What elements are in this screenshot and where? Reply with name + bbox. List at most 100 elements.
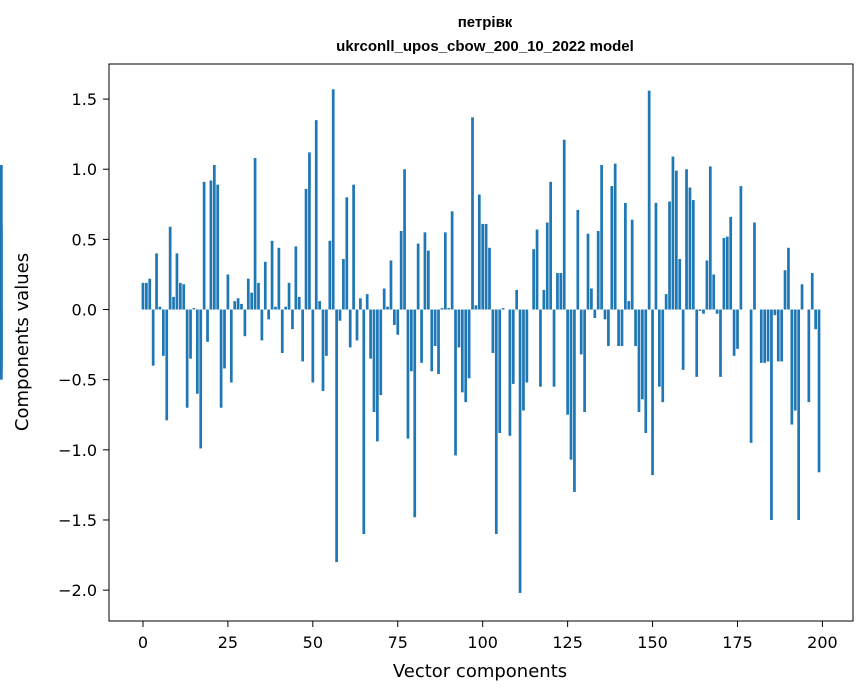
- bar: [607, 309, 610, 347]
- bar: [348, 309, 352, 348]
- bar: [192, 308, 196, 310]
- bar: [484, 223, 488, 310]
- bar: [657, 309, 661, 387]
- bar: [314, 120, 318, 310]
- y-tick-label: 0.0: [72, 301, 97, 320]
- y-tick-label: −2.0: [58, 581, 97, 600]
- bar: [600, 165, 603, 310]
- bar: [515, 289, 519, 310]
- bar: [253, 158, 257, 310]
- bar: [491, 309, 495, 354]
- bar: [722, 237, 726, 310]
- bar: [715, 309, 719, 314]
- bar: [389, 260, 393, 310]
- bar: [535, 229, 539, 310]
- bar: [185, 309, 189, 408]
- y-tick-label: 1.5: [72, 90, 97, 109]
- bar: [576, 209, 580, 310]
- y-axis-label: Components values: [12, 253, 33, 431]
- bar: [566, 309, 569, 415]
- bar: [776, 309, 780, 362]
- bar: [634, 309, 637, 347]
- bar: [155, 253, 158, 310]
- bar: [274, 306, 277, 310]
- bar: [481, 223, 485, 310]
- bar: [708, 166, 712, 310]
- bar: [413, 309, 417, 518]
- bar: [345, 197, 349, 310]
- bar: [447, 308, 451, 310]
- bar: [158, 306, 162, 310]
- bar: [331, 89, 335, 310]
- bar: [780, 309, 784, 362]
- x-tick-label: 125: [552, 633, 583, 652]
- bar: [355, 309, 359, 341]
- bar: [209, 180, 213, 310]
- bar: [287, 282, 291, 310]
- bar: [637, 309, 641, 412]
- bar: [817, 309, 821, 473]
- bar: [712, 274, 716, 310]
- chart-title: петрівк: [458, 14, 513, 31]
- bar: [654, 202, 658, 310]
- bar: [685, 169, 688, 310]
- bar: [522, 309, 525, 411]
- bar: [0, 309, 3, 372]
- bar: [464, 309, 468, 403]
- bar: [284, 306, 288, 310]
- bar: [729, 216, 733, 310]
- bar: [165, 309, 169, 421]
- bar: [202, 181, 206, 310]
- bar: [681, 309, 685, 370]
- bar: [386, 306, 389, 310]
- bar: [406, 309, 410, 439]
- bar: [372, 309, 376, 412]
- bar: [552, 309, 556, 387]
- bar: [770, 309, 773, 520]
- bar: [477, 194, 481, 310]
- bar: [678, 259, 682, 310]
- bar: [661, 309, 665, 403]
- bar: [488, 247, 491, 310]
- bar: [793, 309, 797, 411]
- x-tick-label: 150: [637, 633, 668, 652]
- y-axis: −2.0 −1.5 −1.0 −0.5 0.0 0.5 1.0 1.5: [58, 90, 109, 600]
- bar: [219, 309, 223, 408]
- bar: [226, 274, 230, 310]
- bar: [212, 165, 216, 310]
- bar: [433, 309, 437, 347]
- bar: [450, 211, 454, 310]
- bar: [501, 308, 505, 310]
- bar: [759, 309, 763, 363]
- chart-subtitle: ukrconll_upos_cbow_200_10_2022 model: [336, 38, 634, 55]
- bar: [297, 296, 301, 310]
- bar: [773, 309, 777, 316]
- bar: [664, 294, 668, 310]
- bar: [532, 249, 536, 310]
- bar: [627, 301, 631, 310]
- bar: [223, 309, 226, 369]
- bar: [362, 309, 366, 535]
- bar: [172, 296, 175, 310]
- bar: [749, 309, 753, 443]
- bar: [426, 250, 430, 310]
- bar: [736, 309, 739, 349]
- bar: [702, 309, 705, 314]
- bar: [393, 309, 396, 325]
- y-tick-label: −0.5: [58, 371, 97, 390]
- bar: [617, 309, 620, 347]
- bar: [437, 309, 440, 375]
- bar: [651, 309, 654, 476]
- bar: [318, 301, 321, 310]
- bar: [814, 309, 817, 330]
- bar: [321, 309, 325, 391]
- bar: [556, 273, 559, 310]
- bar: [338, 309, 342, 321]
- bar: [423, 232, 427, 310]
- bar: [403, 169, 406, 310]
- bar: [698, 309, 702, 311]
- bar: [732, 309, 736, 356]
- bar: [508, 309, 512, 436]
- bar: [705, 260, 709, 310]
- bar: [216, 184, 220, 310]
